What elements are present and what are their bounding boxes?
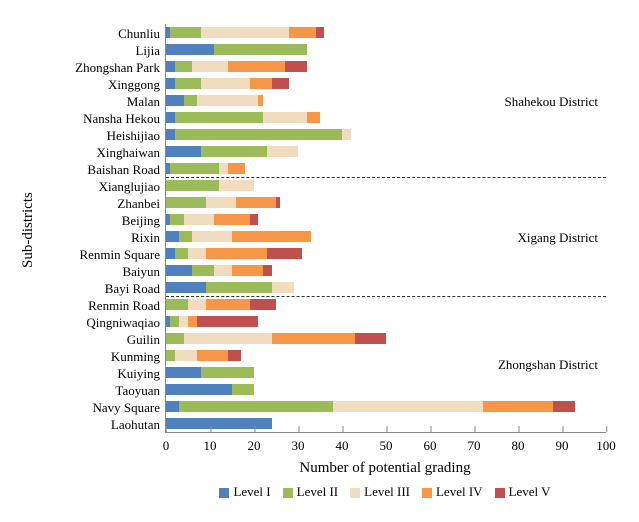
- x-tick-label: 20: [248, 432, 261, 454]
- x-tick-label: 40: [336, 432, 349, 454]
- y-tick-label: Bayi Road: [105, 282, 166, 295]
- bar-row: [166, 129, 351, 140]
- bar-row: [166, 299, 276, 310]
- legend-swatch: [283, 488, 293, 498]
- y-tick-label: Chunliu: [118, 27, 166, 40]
- bar-row: [166, 27, 324, 38]
- y-tick-label: Xinggong: [108, 78, 166, 91]
- district-label: Zhongshan District: [498, 357, 598, 373]
- bar-row: [166, 231, 311, 242]
- district-label: Xigang District: [517, 230, 598, 246]
- bar-row: [166, 163, 245, 174]
- y-tick-label: Rixin: [131, 231, 166, 244]
- bar-row: [166, 282, 294, 293]
- y-tick-label: Xianglujiao: [99, 180, 166, 193]
- y-tick-label: Baiyun: [122, 265, 166, 278]
- legend-swatch: [422, 488, 432, 498]
- bar-row: [166, 384, 254, 395]
- y-tick-label: Navy Square: [92, 401, 166, 414]
- bar-row: [166, 350, 241, 361]
- bar-row: [166, 78, 289, 89]
- y-tick-label: Kuiying: [117, 367, 166, 380]
- legend-label: Level II: [297, 484, 339, 499]
- bar-row: [166, 367, 254, 378]
- x-tick-label: 60: [424, 432, 437, 454]
- district-separator: [166, 177, 606, 178]
- y-tick-label: Malan: [127, 95, 166, 108]
- legend-label: Level I: [233, 484, 270, 499]
- y-tick-label: Xinghaiwan: [96, 146, 166, 159]
- y-tick-label: Baishan Road: [87, 163, 166, 176]
- x-tick-label: 80: [512, 432, 525, 454]
- bar-row: [166, 401, 575, 412]
- legend-swatch: [350, 488, 360, 498]
- bar-row: [166, 197, 280, 208]
- x-tick-label: 90: [556, 432, 569, 454]
- legend-swatch: [495, 488, 505, 498]
- bar-row: [166, 316, 258, 327]
- district-label: Shahekou District: [504, 94, 598, 110]
- bar-row: [166, 146, 298, 157]
- legend-label: Level III: [364, 484, 410, 499]
- x-tick-label: 50: [380, 432, 393, 454]
- y-tick-label: Beijing: [122, 214, 166, 227]
- bar-row: [166, 265, 272, 276]
- bar-row: [166, 418, 272, 429]
- x-tick-label: 70: [468, 432, 481, 454]
- y-tick-label: Lijia: [135, 44, 166, 57]
- y-tick-label: Renmin Square: [79, 248, 166, 261]
- y-tick-label: Laohutan: [111, 418, 166, 431]
- y-tick-label: Heishijiao: [107, 129, 166, 142]
- legend-item: Level IV: [422, 484, 483, 500]
- bar-row: [166, 248, 302, 259]
- legend-item: Level V: [495, 484, 551, 500]
- y-axis-title: Sub-districts: [20, 192, 37, 268]
- bar-row: [166, 61, 307, 72]
- y-tick-label: Qingniwaqiao: [86, 316, 166, 329]
- legend-label: Level V: [509, 484, 551, 499]
- y-tick-label: Renmin Road: [88, 299, 166, 312]
- bar-row: [166, 214, 258, 225]
- district-separator: [166, 296, 606, 297]
- chart-legend: Level I Level II Level III Level IV Level V: [165, 484, 605, 500]
- bar-row: [166, 112, 320, 123]
- x-tick-label: 100: [596, 432, 616, 454]
- x-axis-title: Number of potential grading: [165, 460, 605, 477]
- legend-item: Level I: [219, 484, 270, 500]
- bar-row: [166, 333, 386, 344]
- x-tick-label: 0: [163, 432, 170, 454]
- x-tick-label: 10: [204, 432, 217, 454]
- chart-plot-area: ChunliuLijiaZhongshan ParkXinggongMalanN…: [165, 24, 606, 433]
- y-tick-label: Zhongshan Park: [75, 61, 166, 74]
- legend-swatch: [219, 488, 229, 498]
- y-tick-label: Kunming: [111, 350, 166, 363]
- bar-row: [166, 44, 307, 55]
- legend-item: Level II: [283, 484, 339, 500]
- y-tick-label: Guilin: [127, 333, 166, 346]
- legend-label: Level IV: [436, 484, 483, 499]
- y-tick-label: Zhanbei: [117, 197, 166, 210]
- legend-item: Level III: [350, 484, 410, 500]
- y-tick-label: Taoyuan: [115, 384, 166, 397]
- bar-row: [166, 180, 254, 191]
- y-tick-label: Nansha Hekou: [83, 112, 166, 125]
- x-tick-label: 30: [292, 432, 305, 454]
- bar-row: [166, 95, 263, 106]
